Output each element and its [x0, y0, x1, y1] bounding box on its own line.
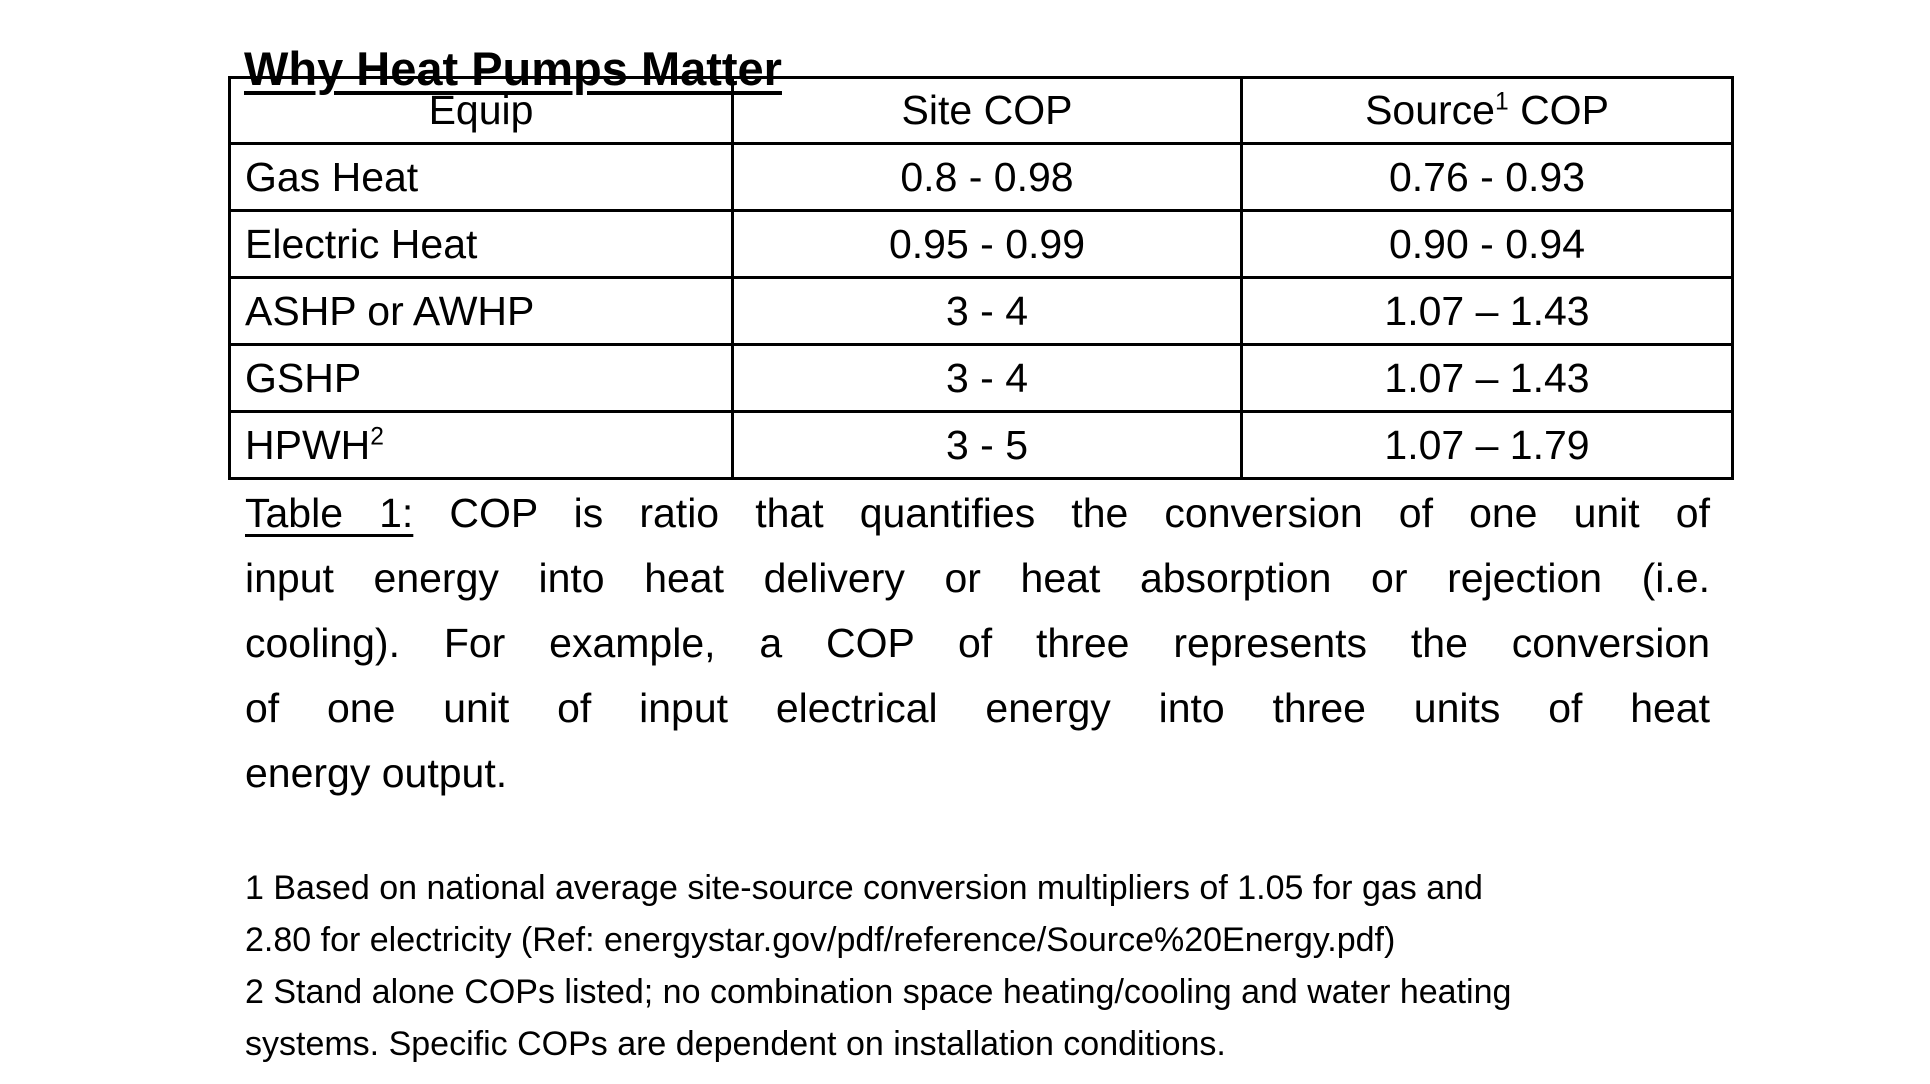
cell-equip: Electric Heat — [228, 209, 734, 279]
cell-equip: HPWH2 — [228, 410, 734, 480]
cell-site-cop: 0.95 - 0.99 — [731, 209, 1243, 279]
footnote-2-line-1: 2 Stand alone COPs listed; no combinatio… — [245, 973, 1512, 1011]
cell-source-cop: 0.76 - 0.93 — [1240, 142, 1734, 212]
table-caption-label: Table 1: — [245, 490, 414, 536]
cell-source-cop: 1.07 – 1.43 — [1240, 343, 1734, 413]
footnote-2-line-2: systems. Specific COPs are dependent on … — [245, 1025, 1226, 1063]
source-footnote-marker: 1 — [1494, 88, 1509, 116]
cell-equip: GSHP — [228, 343, 734, 413]
column-header-source-cop: Source1 COP — [1240, 76, 1734, 145]
table-header-row: Equip Site COP Source1 COP — [228, 76, 1734, 145]
caption-line-4: of one unit of input electrical energy i… — [245, 685, 1710, 731]
footnotes-block: 1 Based on national average site-source … — [245, 862, 1511, 1070]
source-header-cop-text: COP — [1520, 87, 1609, 133]
cell-source-cop: 1.07 – 1.79 — [1240, 410, 1734, 480]
table-row: Electric Heat 0.95 - 0.99 0.90 - 0.94 — [228, 209, 1734, 279]
equipment-cop-table: Equip Site COP Source1 COP Gas Heat 0.8 … — [228, 76, 1734, 480]
source-header-text: Source — [1365, 87, 1495, 133]
table-row: Gas Heat 0.8 - 0.98 0.76 - 0.93 — [228, 142, 1734, 212]
cell-site-cop: 3 - 5 — [731, 410, 1243, 480]
equip-text: HPWH — [245, 421, 371, 468]
cell-site-cop: 3 - 4 — [731, 343, 1243, 413]
caption-text: COP is ratio that quantifies the convers… — [449, 490, 1710, 536]
table-row: GSHP 3 - 4 1.07 – 1.43 — [228, 343, 1734, 413]
caption-line-2: input energy into heat delivery or heat … — [245, 555, 1710, 601]
caption-line-1: Table 1: COP is ratio that quantifies th… — [245, 481, 1710, 546]
table-caption: Table 1: COP is ratio that quantifies th… — [245, 481, 1710, 806]
cell-site-cop: 0.8 - 0.98 — [731, 142, 1243, 212]
cell-source-cop: 1.07 – 1.43 — [1240, 276, 1734, 346]
cell-site-cop: 3 - 4 — [731, 276, 1243, 346]
cell-equip: Gas Heat — [228, 142, 734, 212]
footnote-1: 1 Based on national average site-source … — [245, 862, 1511, 966]
footnote-1-line-1: 1 Based on national average site-source … — [245, 869, 1483, 907]
cell-equip: ASHP or AWHP — [228, 276, 734, 346]
equip-footnote-marker: 2 — [370, 422, 384, 450]
cell-source-cop: 0.90 - 0.94 — [1240, 209, 1734, 279]
caption-line-5: energy output. — [245, 750, 508, 796]
column-header-equip: Equip — [228, 76, 734, 145]
caption-line-3: cooling). For example, a COP of three re… — [245, 620, 1710, 666]
table-row: ASHP or AWHP 3 - 4 1.07 – 1.43 — [228, 276, 1734, 346]
table-row: HPWH2 3 - 5 1.07 – 1.79 — [228, 410, 1734, 480]
footnote-1-line-2: 2.80 for electricity (Ref: energystar.go… — [245, 921, 1396, 959]
column-header-site-cop: Site COP — [731, 76, 1243, 145]
footnote-2: 2 Stand alone COPs listed; no combinatio… — [245, 966, 1511, 1070]
